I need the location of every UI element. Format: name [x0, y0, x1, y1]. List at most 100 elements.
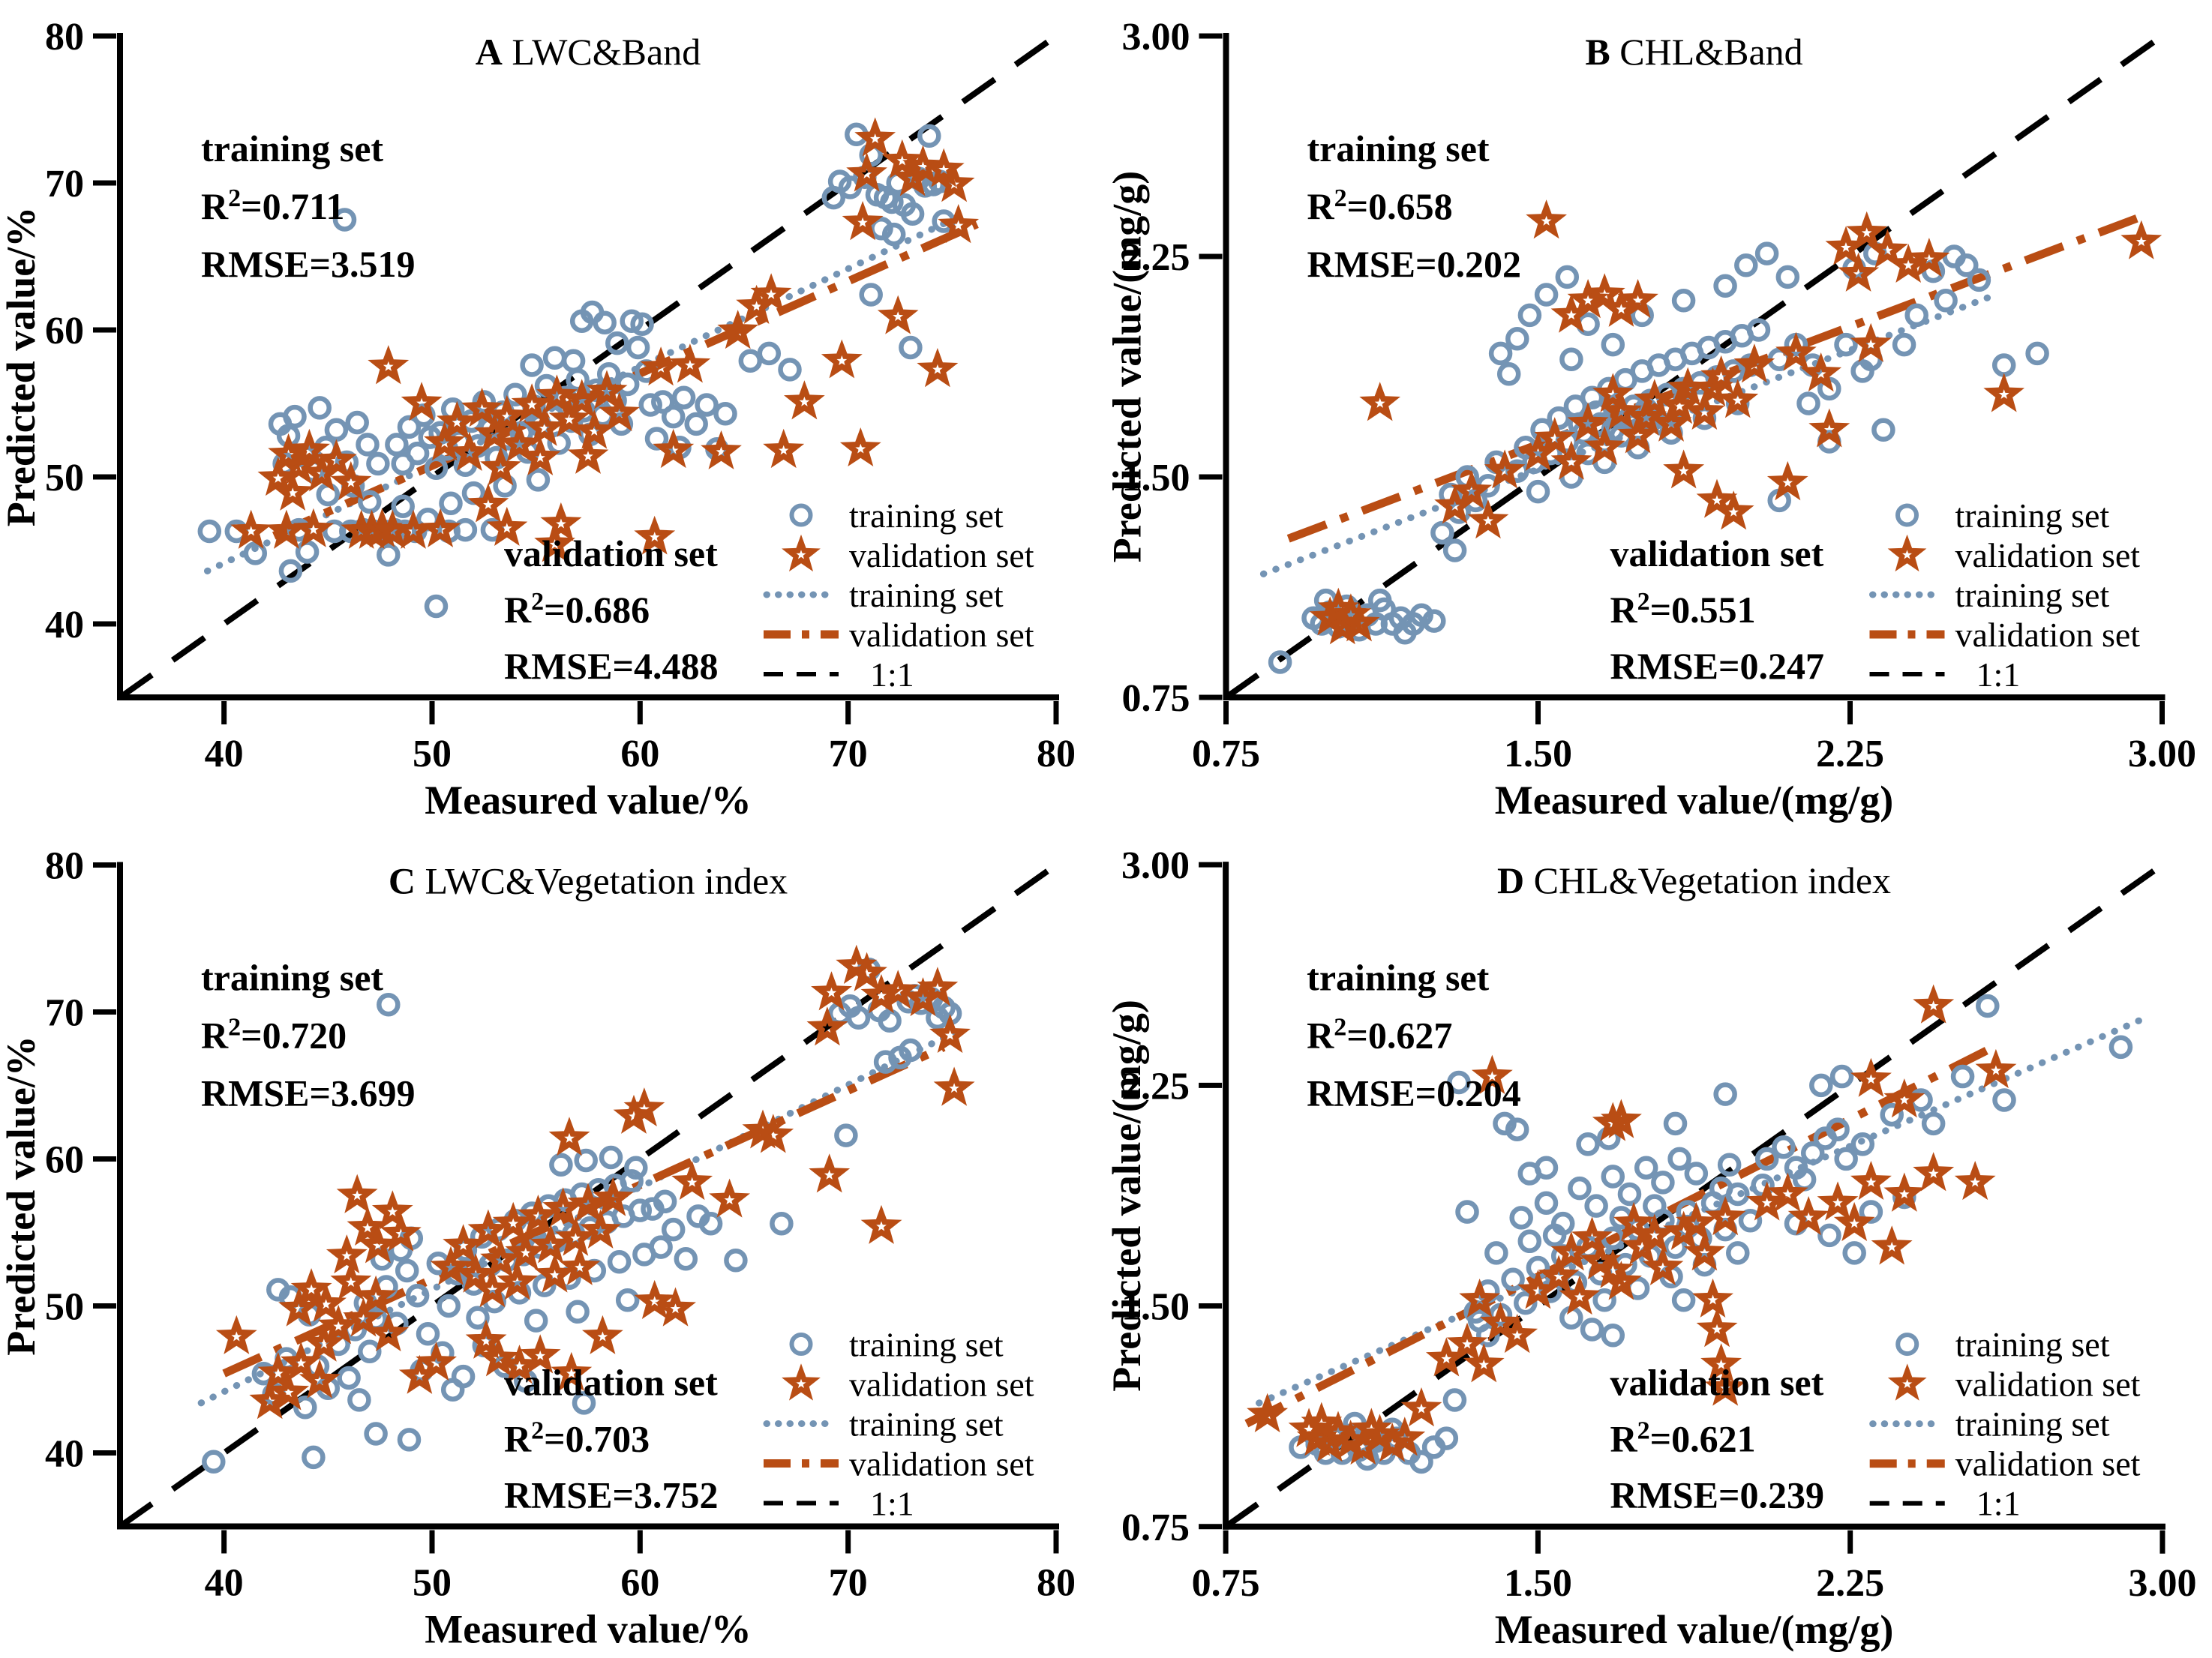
- star-marker: [1601, 390, 1642, 430]
- circle-marker: [724, 1248, 748, 1273]
- circle-marker: [293, 1395, 317, 1420]
- circle-marker: [584, 378, 608, 403]
- circle-marker: [1754, 241, 1779, 265]
- y-axis-title: Predicted value/%: [0, 1036, 44, 1355]
- star-marker: [1683, 1231, 1725, 1271]
- star-marker: [430, 1246, 472, 1285]
- legend-label: training set: [849, 496, 1004, 535]
- star-marker: [1658, 385, 1700, 424]
- circle-marker: [283, 404, 307, 429]
- x-tick-label: 2.25: [1816, 733, 1884, 775]
- circle-marker: [1601, 1324, 1625, 1348]
- axes: 40 50 60 70 80 40 50 60 70 80: [45, 845, 1076, 1605]
- star-marker: [268, 1371, 310, 1411]
- star-marker: [1883, 1172, 1925, 1212]
- star-marker: [1717, 379, 1759, 418]
- star-marker: [288, 428, 330, 469]
- star-marker: [1613, 1201, 1655, 1242]
- circle-marker: [1834, 1147, 1858, 1171]
- star-marker: [653, 428, 695, 469]
- circle-marker: [1547, 406, 1571, 430]
- circle-marker: [503, 382, 527, 406]
- validation-points: [1247, 984, 2017, 1465]
- validation-r2: R2=0.551: [1610, 588, 1756, 631]
- circle-marker: [1684, 1162, 1709, 1186]
- legend-star-icon: [782, 1363, 821, 1401]
- training-stats: training set R2=0.711 RMSE=3.519: [201, 127, 415, 285]
- star-marker: [257, 1351, 299, 1391]
- panel-lwc-band: 40 50 60 70 80 40 50 60 70 80 Measured value/% Pred…: [0, 0, 1106, 829]
- star-marker: [929, 1014, 971, 1054]
- star-marker: [461, 387, 503, 427]
- circle-marker: [834, 1123, 858, 1147]
- circle-marker: [626, 335, 650, 360]
- star-marker: [371, 1190, 413, 1230]
- x-tick-label: 50: [413, 1562, 452, 1605]
- star-marker: [938, 204, 980, 244]
- legend-label: validation set: [849, 616, 1034, 654]
- star-marker: [536, 374, 578, 414]
- circle-marker: [1800, 1141, 1825, 1165]
- star-marker: [1451, 469, 1493, 510]
- circle-marker: [345, 410, 369, 435]
- x-tick-label: 40: [205, 1562, 244, 1605]
- circle-marker: [1268, 650, 1292, 674]
- star-marker: [1617, 278, 1658, 319]
- star-marker: [330, 1261, 372, 1300]
- circle-marker: [324, 418, 349, 442]
- star-marker: [392, 509, 434, 549]
- circle-marker: [738, 349, 763, 373]
- axes: 0.75 1.50 2.25 3.00 0.75 1.50 2.25 3.00: [1122, 16, 2197, 775]
- circle-marker: [1584, 1194, 1608, 1218]
- x-axis-title: Measured value/%: [425, 778, 751, 823]
- validation-stats: validation set R2=0.551 RMSE=0.247: [1610, 532, 1824, 687]
- star-marker: [317, 1305, 359, 1345]
- y-tick-label: 60: [45, 310, 84, 352]
- validation-stats: validation set R2=0.686 RMSE=4.488: [504, 532, 718, 687]
- circle-marker: [1934, 289, 1958, 313]
- star-marker: [1459, 1279, 1501, 1318]
- circle-marker: [437, 1294, 461, 1318]
- circle-marker: [1842, 1241, 1866, 1265]
- x-tick-label: 60: [620, 733, 659, 775]
- circle-marker: [628, 1198, 653, 1222]
- circle-marker: [757, 341, 782, 366]
- circle-marker: [1505, 327, 1529, 351]
- star-marker: [1350, 1408, 1392, 1447]
- training-stats-label: training set: [201, 957, 383, 999]
- star-marker: [1634, 1213, 1676, 1253]
- star-marker: [599, 391, 641, 432]
- panel-title: A LWC&Band: [476, 31, 701, 73]
- circle-marker: [1738, 1209, 1763, 1233]
- star-marker: [1247, 1393, 1289, 1433]
- star-marker: [1817, 1181, 1859, 1221]
- circle-marker: [1526, 479, 1550, 504]
- circle-marker: [364, 1422, 388, 1446]
- star-marker: [881, 139, 923, 179]
- training-rmse: RMSE=3.699: [201, 1072, 415, 1114]
- circle-marker: [202, 1450, 226, 1474]
- legend-label: 1:1: [870, 1485, 914, 1523]
- circle-marker: [1709, 1176, 1733, 1201]
- star-marker: [1850, 322, 1892, 363]
- star-marker: [1550, 440, 1592, 480]
- star-marker: [1517, 1270, 1559, 1309]
- circle-marker: [1950, 1064, 1975, 1089]
- y-axis-title: Predicted value/(mg/g): [1106, 171, 1150, 562]
- circle-marker: [574, 1148, 598, 1173]
- circle-marker: [1617, 1182, 1642, 1207]
- star-marker: [534, 523, 575, 562]
- star-marker: [1908, 238, 1950, 277]
- circle-marker: [1367, 588, 1392, 613]
- circle-marker: [1809, 1073, 1833, 1098]
- x-axis-title: Measured value/(mg/g): [1495, 778, 1893, 823]
- star-marker: [540, 502, 582, 542]
- validation-stats-label: validation set: [504, 532, 718, 574]
- circle-marker: [1576, 1132, 1600, 1156]
- star-marker: [343, 1297, 384, 1337]
- circle-marker: [1601, 1165, 1625, 1189]
- circle-marker: [881, 222, 906, 247]
- circle-marker: [1663, 1111, 1688, 1136]
